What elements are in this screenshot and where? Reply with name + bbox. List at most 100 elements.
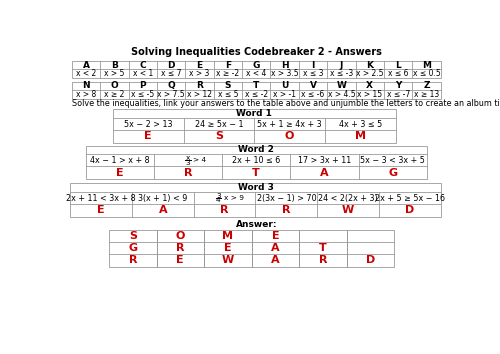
Text: Q: Q xyxy=(167,81,175,91)
Text: 5x − 2 > 13: 5x − 2 > 13 xyxy=(124,120,172,129)
Text: 24 ≥ 5x − 1: 24 ≥ 5x − 1 xyxy=(194,120,243,129)
Text: x ≥ 2: x ≥ 2 xyxy=(104,90,124,99)
Text: T: T xyxy=(319,243,327,253)
Text: 5x + 1 ≥ 4x + 3: 5x + 1 ≥ 4x + 3 xyxy=(258,120,322,129)
Text: x > 15: x > 15 xyxy=(357,90,382,99)
Text: Solve the inequalities, link your answers to the table above and unjumble the le: Solve the inequalities, link your answer… xyxy=(72,99,500,108)
Text: S: S xyxy=(215,131,223,141)
Text: A: A xyxy=(271,243,280,253)
Text: T: T xyxy=(252,167,260,178)
Text: G: G xyxy=(252,61,260,70)
Text: x ≤ -7: x ≤ -7 xyxy=(386,90,410,99)
Text: E: E xyxy=(116,167,124,178)
Text: 5x − 3 < 3x + 5: 5x − 3 < 3x + 5 xyxy=(360,156,425,165)
Text: x < 1: x < 1 xyxy=(132,69,153,78)
Text: x < 4: x < 4 xyxy=(246,69,266,78)
Text: G: G xyxy=(388,167,397,178)
Text: M: M xyxy=(355,131,366,141)
Text: 3: 3 xyxy=(216,193,220,199)
Text: O: O xyxy=(285,131,294,141)
Text: S: S xyxy=(129,231,137,241)
Text: A: A xyxy=(158,205,167,215)
Text: R: R xyxy=(196,81,203,91)
Text: A: A xyxy=(82,61,89,70)
Bar xyxy=(113,109,396,143)
Text: H: H xyxy=(281,61,288,70)
Text: x > 3.5: x > 3.5 xyxy=(271,69,298,78)
Text: x > 7.5: x > 7.5 xyxy=(158,90,185,99)
Text: B: B xyxy=(111,61,118,70)
Text: R: R xyxy=(318,255,327,266)
Text: W: W xyxy=(342,205,354,215)
Text: R: R xyxy=(282,205,290,215)
Text: L: L xyxy=(396,61,401,70)
Text: x < 2: x < 2 xyxy=(76,69,96,78)
Text: X: X xyxy=(366,81,374,91)
Text: Y: Y xyxy=(395,81,402,91)
Text: V: V xyxy=(310,81,316,91)
Text: 4x + 3 ≤ 5: 4x + 3 ≤ 5 xyxy=(339,120,382,129)
Text: F: F xyxy=(225,61,231,70)
Text: J: J xyxy=(340,61,343,70)
Text: R: R xyxy=(220,205,229,215)
Text: E: E xyxy=(176,255,184,266)
Text: Word 3: Word 3 xyxy=(238,183,274,192)
Text: W: W xyxy=(222,255,234,266)
Text: x ≤ 5: x ≤ 5 xyxy=(218,90,238,99)
Text: 3(x + 1) < 9: 3(x + 1) < 9 xyxy=(138,194,188,202)
Text: x > 5: x > 5 xyxy=(104,69,124,78)
Text: x ≥ 13: x ≥ 13 xyxy=(414,90,439,99)
Text: O: O xyxy=(176,231,185,241)
Text: x ≤ -5: x ≤ -5 xyxy=(131,90,154,99)
Text: S: S xyxy=(224,81,231,91)
Text: Word 1: Word 1 xyxy=(236,109,272,118)
Text: 2x + 11 < 3x + 8: 2x + 11 < 3x + 8 xyxy=(66,194,136,202)
Text: x > 4.5: x > 4.5 xyxy=(328,90,355,99)
Text: D: D xyxy=(366,255,375,266)
Text: M: M xyxy=(422,61,431,70)
Text: 3: 3 xyxy=(186,160,190,166)
Text: x > 8: x > 8 xyxy=(76,90,96,99)
Text: Word 2: Word 2 xyxy=(238,145,274,154)
Text: x > 2.5: x > 2.5 xyxy=(356,69,384,78)
Bar xyxy=(109,230,394,267)
Text: O: O xyxy=(110,81,118,91)
Text: T: T xyxy=(253,81,260,91)
Bar xyxy=(72,61,440,78)
Text: R: R xyxy=(184,167,192,178)
Text: C: C xyxy=(140,61,146,70)
Text: D: D xyxy=(405,205,414,215)
Bar xyxy=(72,82,440,99)
Text: x > 12: x > 12 xyxy=(187,90,212,99)
Text: x ≤ 3: x ≤ 3 xyxy=(303,69,324,78)
Text: E: E xyxy=(224,243,232,253)
Text: x ≤ -6: x ≤ -6 xyxy=(302,90,324,99)
Text: x ≤ 7: x ≤ 7 xyxy=(161,69,182,78)
Text: 24 < 2(2x + 3): 24 < 2(2x + 3) xyxy=(318,194,378,202)
Text: > 4: > 4 xyxy=(194,157,206,163)
Text: 2x + 10 ≤ 6: 2x + 10 ≤ 6 xyxy=(232,156,280,165)
Text: Solving Inequalities Codebreaker 2 - Answers: Solving Inequalities Codebreaker 2 - Ans… xyxy=(131,47,382,57)
Text: x ≥ -2: x ≥ -2 xyxy=(216,69,240,78)
Text: W: W xyxy=(336,81,346,91)
Text: A: A xyxy=(320,167,329,178)
Text: U: U xyxy=(281,81,288,91)
Text: M: M xyxy=(222,231,234,241)
Text: 2(3x − 1) > 70: 2(3x − 1) > 70 xyxy=(256,194,316,202)
Bar xyxy=(70,183,440,217)
Text: I: I xyxy=(312,61,314,70)
Text: 4x − 1 > x + 8: 4x − 1 > x + 8 xyxy=(90,156,150,165)
Text: x: x xyxy=(186,155,190,161)
Text: G: G xyxy=(128,243,138,253)
Text: x > 3: x > 3 xyxy=(190,69,210,78)
Text: A: A xyxy=(271,255,280,266)
Text: x ≤ -2: x ≤ -2 xyxy=(244,90,268,99)
Text: D: D xyxy=(168,61,175,70)
Text: x ≤ 0.5: x ≤ 0.5 xyxy=(412,69,440,78)
Text: R: R xyxy=(128,255,137,266)
Text: x > 9: x > 9 xyxy=(224,195,244,201)
Bar xyxy=(86,145,427,179)
Text: E: E xyxy=(144,131,152,141)
Text: x ≤ -3: x ≤ -3 xyxy=(330,69,353,78)
Text: 4: 4 xyxy=(216,197,220,203)
